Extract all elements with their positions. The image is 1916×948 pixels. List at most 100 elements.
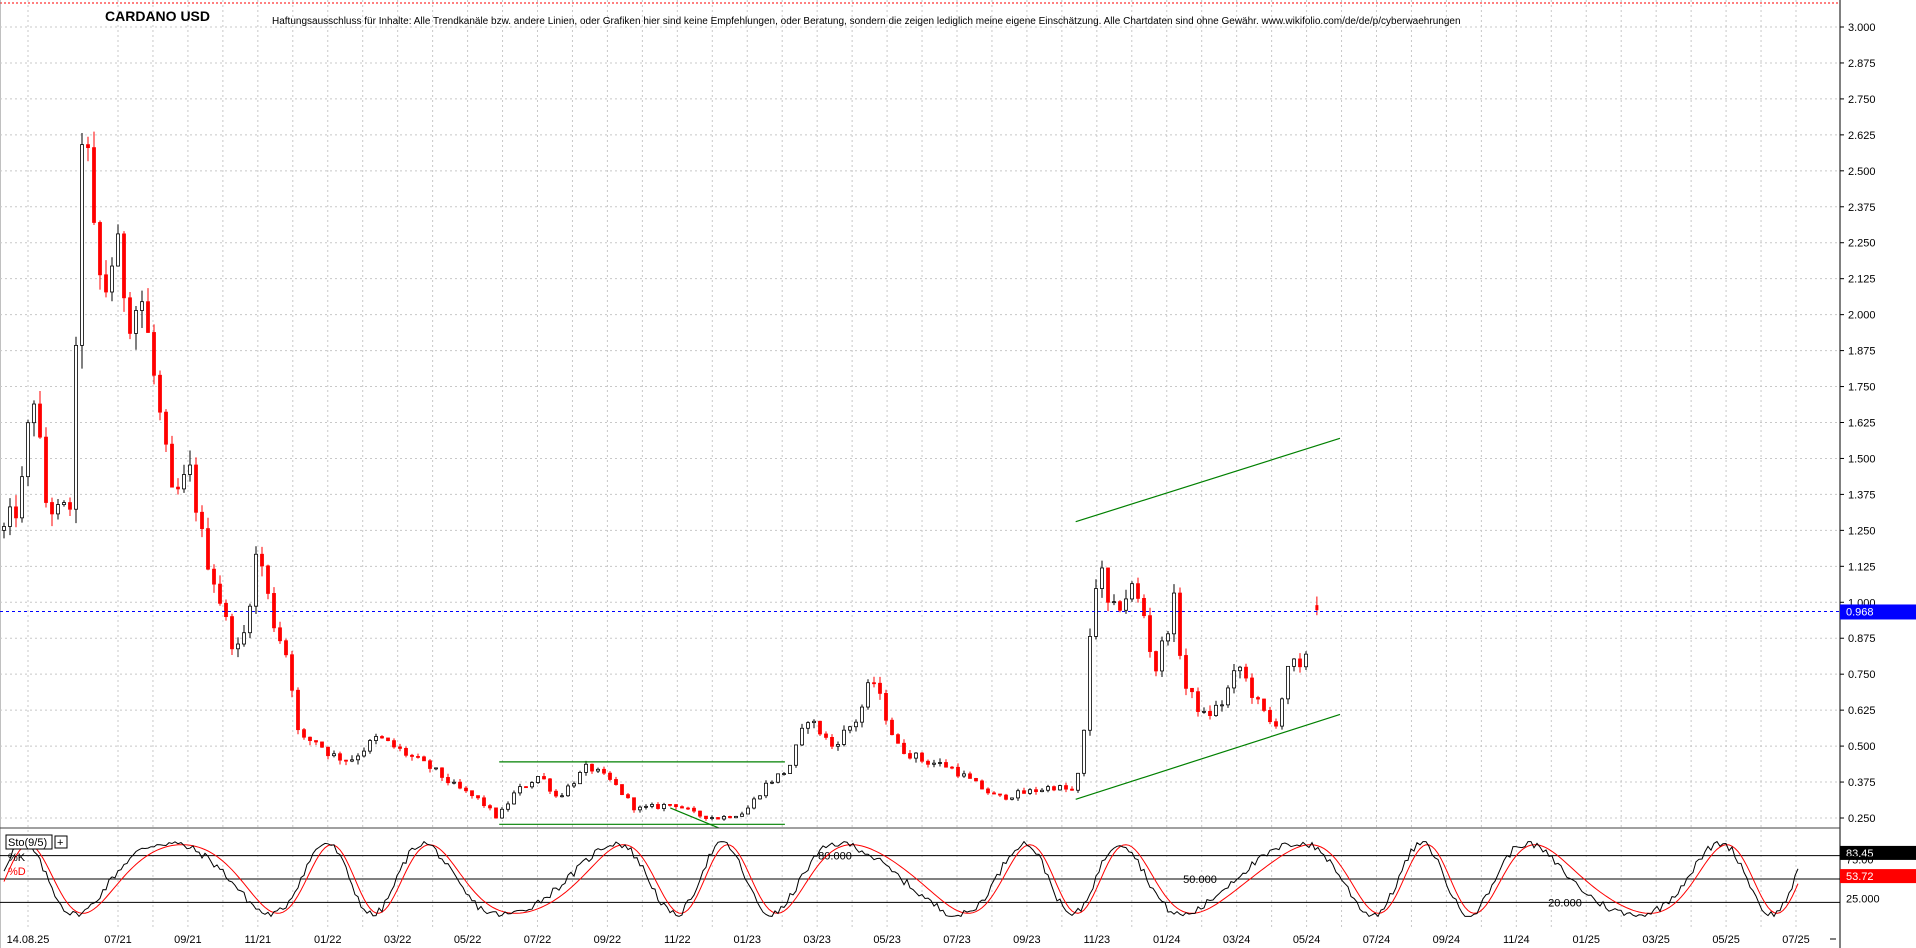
candle-body (1262, 698, 1266, 711)
candle-body (1094, 588, 1098, 637)
candle-body (1064, 785, 1068, 790)
candle-body (608, 772, 612, 780)
candle-body (134, 310, 138, 334)
candle-body (830, 737, 834, 747)
candle-body (374, 736, 378, 741)
candle-body (536, 776, 540, 783)
candle-body (1268, 710, 1272, 723)
candle-body (806, 722, 810, 729)
candle-body (344, 759, 348, 762)
candle-body (908, 753, 912, 759)
candle-body (272, 593, 276, 629)
candle-body (254, 553, 258, 607)
candle-body (914, 752, 918, 759)
candle-body (614, 779, 618, 785)
candle-body (1082, 729, 1086, 774)
candle-body (386, 737, 390, 742)
candle-body (236, 643, 240, 650)
candle-body (584, 763, 588, 773)
candle-body (1214, 704, 1218, 716)
candle-body (872, 682, 876, 685)
candle-body (74, 344, 78, 510)
candle-body (824, 733, 828, 738)
candle-body (1070, 788, 1074, 791)
candle-body (1172, 592, 1176, 635)
candle-body (404, 748, 408, 756)
indicator-axis-label: 75.00 (1846, 855, 1874, 867)
candle-body (638, 806, 642, 811)
candle-body (440, 767, 444, 778)
trendline (1075, 437, 1341, 523)
candles (2, 131, 1319, 821)
y-tick-label: 0.750 (1848, 669, 1876, 681)
candle-body (1280, 698, 1284, 727)
candle-body (140, 301, 144, 311)
candle-body (776, 773, 780, 783)
candle-body (1190, 687, 1194, 693)
indicator-name-box[interactable] (5, 834, 53, 850)
candle-body (164, 411, 168, 445)
candle-body (422, 756, 426, 762)
candle-body (986, 788, 990, 794)
x-tick-label: 01/22 (314, 934, 342, 946)
candle-body (542, 776, 546, 780)
candle-body (674, 804, 678, 808)
candle-body (632, 797, 636, 811)
y-tick-label: 3.000 (1848, 22, 1876, 34)
y-tick-label: 0.250 (1848, 813, 1876, 825)
candle-body (836, 744, 840, 747)
candle-body (938, 762, 942, 764)
candle-body (1076, 772, 1080, 791)
candle-body (416, 756, 420, 758)
candle-body (38, 403, 42, 438)
candle-body (158, 374, 162, 413)
candle-body (452, 781, 456, 784)
x-tick-label: 07/21 (104, 934, 132, 946)
candle-body (1112, 601, 1116, 604)
candle-body (764, 782, 768, 797)
y-axis-ticks: 0.2500.3750.5000.6250.7500.8751.0001.125… (1840, 22, 1876, 825)
candle-body (800, 727, 804, 746)
candle-body (242, 632, 246, 645)
candle-body (1238, 666, 1242, 672)
candle-body (1004, 794, 1008, 800)
candle-body (338, 753, 342, 761)
candle-body (1274, 721, 1278, 727)
x-tick-label: 05/25 (1712, 934, 1740, 946)
candle-body (656, 804, 660, 809)
disclaimer-text: Haftungsausschluss für Inhalte: Alle Tre… (272, 16, 1461, 27)
candle-body (860, 706, 864, 723)
candle-body (14, 506, 18, 519)
k-value-badge (1840, 845, 1916, 860)
candle-body (494, 807, 498, 819)
candle-body (290, 654, 294, 691)
candle-body (80, 144, 84, 346)
candle-body (1154, 651, 1158, 672)
y-tick-label: 1.500 (1848, 453, 1876, 465)
candle-body (1106, 567, 1110, 603)
candle-body (878, 682, 882, 694)
candle-body (896, 734, 900, 744)
candle-body (176, 486, 180, 490)
candle-body (248, 605, 252, 634)
candle-body (1208, 710, 1212, 716)
candle-body (1118, 601, 1122, 611)
indicator-add-button[interactable] (54, 835, 68, 849)
candle-body (20, 476, 24, 519)
candle-body (296, 689, 300, 731)
y-tick-label: 2.125 (1848, 274, 1876, 286)
candle-body (1100, 567, 1104, 589)
candle-body (320, 741, 324, 748)
candle-body (68, 502, 72, 510)
candle-body (356, 755, 360, 761)
y-tick-label: 2.500 (1848, 166, 1876, 178)
d-value: 53.72 (1846, 871, 1874, 883)
candle-body (104, 274, 108, 293)
x-tick-label: 01/23 (733, 934, 761, 946)
candle-body (746, 807, 750, 815)
candle-body (1232, 670, 1236, 689)
candle-body (398, 746, 402, 749)
candle-body (212, 568, 216, 585)
candle-body (968, 773, 972, 779)
candle-body (980, 780, 984, 790)
